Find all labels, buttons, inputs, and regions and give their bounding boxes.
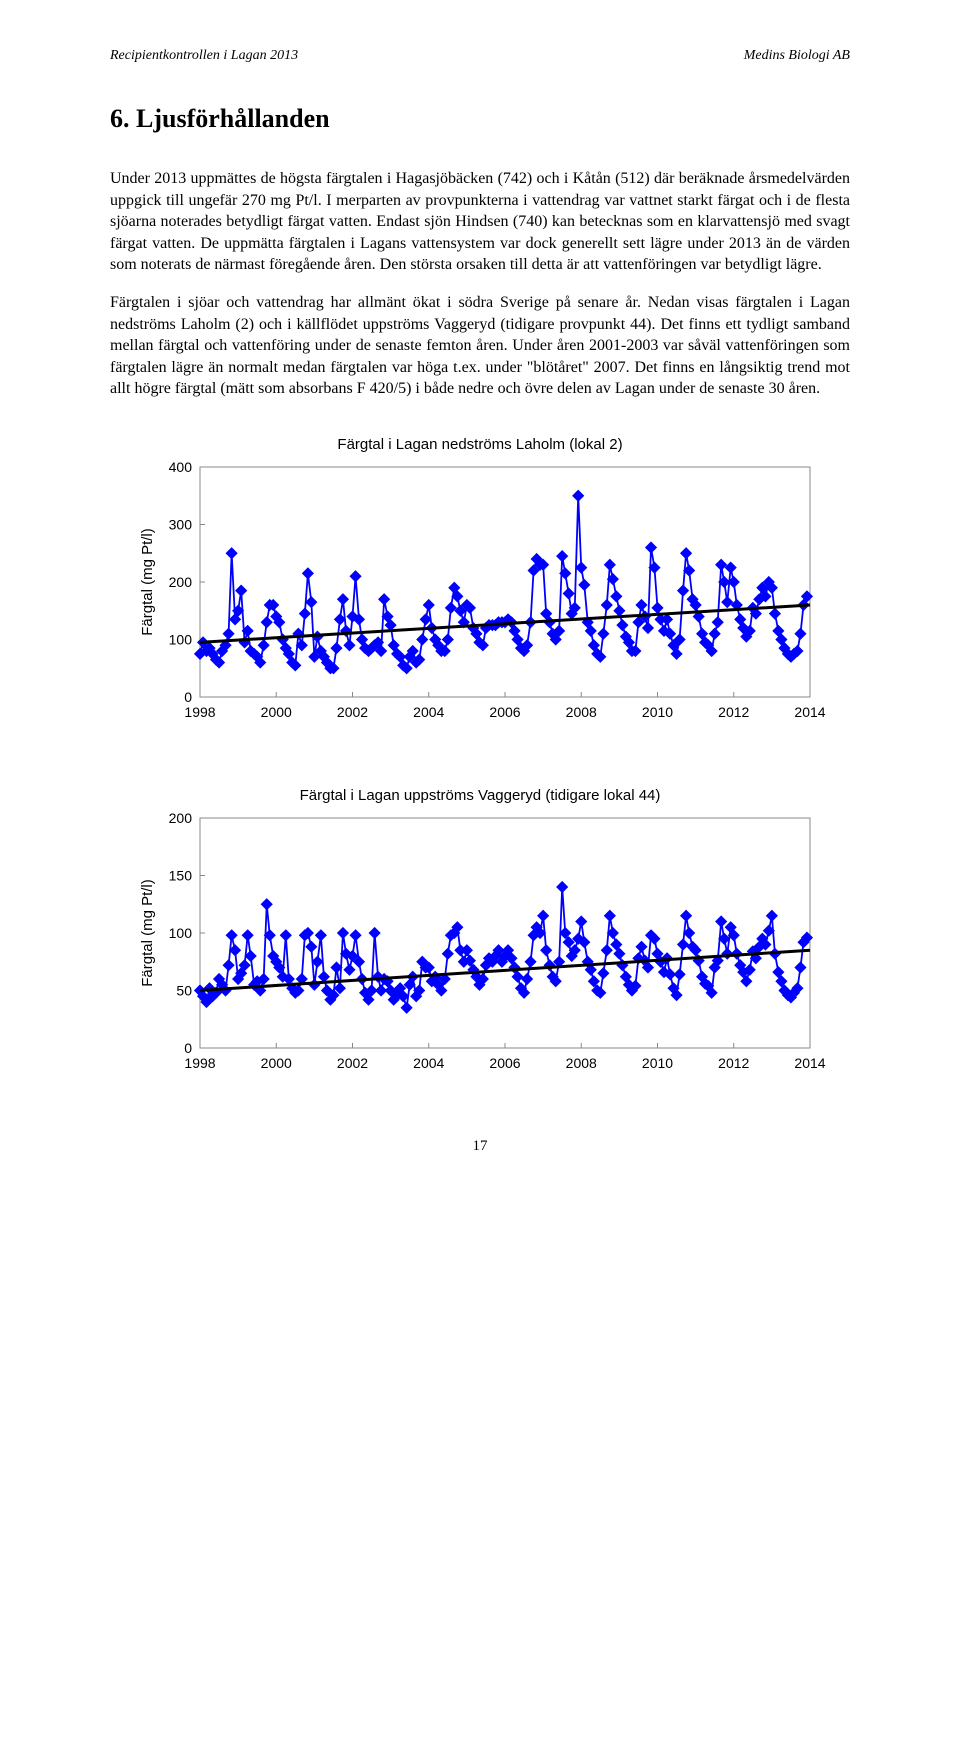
- svg-text:Färgtal (mg Pt/l): Färgtal (mg Pt/l): [139, 879, 156, 987]
- header-left: Recipientkontrollen i Lagan 2013: [110, 48, 298, 64]
- svg-text:100: 100: [169, 631, 193, 647]
- svg-text:2010: 2010: [642, 704, 673, 720]
- chart-1-svg: 0 100 200 300 400 1998 2000 2002 2004 2006 2008 201…: [130, 457, 830, 737]
- svg-text:150: 150: [169, 867, 193, 883]
- svg-text:0: 0: [184, 1040, 192, 1056]
- page-title: 6. Ljusförhållanden: [110, 104, 850, 134]
- svg-text:2002: 2002: [337, 1055, 368, 1071]
- svg-text:50: 50: [176, 982, 192, 998]
- svg-text:Färgtal (mg Pt/l): Färgtal (mg Pt/l): [139, 528, 156, 636]
- svg-text:2004: 2004: [413, 1055, 444, 1071]
- svg-text:2008: 2008: [566, 704, 597, 720]
- svg-text:2012: 2012: [718, 1055, 749, 1071]
- svg-text:1998: 1998: [184, 704, 215, 720]
- paragraph-1: Under 2013 uppmättes de högsta färgtalen…: [110, 168, 850, 276]
- page-header: Recipientkontrollen i Lagan 2013 Medins …: [110, 48, 850, 64]
- svg-text:2010: 2010: [642, 1055, 673, 1071]
- chart-1-container: Färgtal i Lagan nedströms Laholm (lokal …: [110, 436, 850, 737]
- svg-text:400: 400: [169, 459, 193, 475]
- svg-text:2000: 2000: [261, 704, 292, 720]
- svg-text:200: 200: [169, 810, 193, 826]
- svg-text:200: 200: [169, 574, 193, 590]
- chart-2-container: Färgtal i Lagan uppströms Vaggeryd (tidi…: [110, 787, 850, 1088]
- svg-text:300: 300: [169, 516, 193, 532]
- chart-2-svg: 0 50 100 150 200 1998 2000 2002 2004 2006 2008 2010…: [130, 808, 830, 1088]
- paragraph-2: Färgtalen i sjöar och vattendrag har all…: [110, 292, 850, 400]
- svg-text:2006: 2006: [489, 704, 520, 720]
- svg-text:2012: 2012: [718, 704, 749, 720]
- svg-text:2000: 2000: [261, 1055, 292, 1071]
- svg-text:2006: 2006: [489, 1055, 520, 1071]
- svg-text:1998: 1998: [184, 1055, 215, 1071]
- header-right: Medins Biologi AB: [744, 48, 850, 64]
- page-number: 17: [110, 1138, 850, 1155]
- svg-text:100: 100: [169, 925, 193, 941]
- chart-2-title: Färgtal i Lagan uppströms Vaggeryd (tidi…: [110, 787, 850, 804]
- svg-text:2004: 2004: [413, 704, 444, 720]
- svg-text:2002: 2002: [337, 704, 368, 720]
- chart-1-title: Färgtal i Lagan nedströms Laholm (lokal …: [110, 436, 850, 453]
- svg-text:0: 0: [184, 689, 192, 705]
- svg-text:2014: 2014: [794, 1055, 825, 1071]
- svg-text:2008: 2008: [566, 1055, 597, 1071]
- svg-text:2014: 2014: [794, 704, 825, 720]
